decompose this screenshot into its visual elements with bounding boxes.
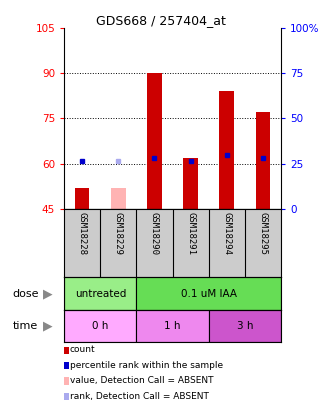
Text: value, Detection Call = ABSENT: value, Detection Call = ABSENT	[70, 376, 213, 385]
Text: dose: dose	[13, 289, 39, 298]
Text: GSM18291: GSM18291	[186, 212, 195, 255]
Bar	[147, 73, 162, 209]
Text: percentile rank within the sample: percentile rank within the sample	[70, 361, 223, 370]
Bar	[75, 188, 90, 209]
Text: time: time	[13, 321, 38, 331]
Bar	[111, 188, 126, 209]
Bar	[220, 92, 234, 209]
Bar	[64, 310, 136, 342]
Text: GDS668 / 257404_at: GDS668 / 257404_at	[96, 14, 225, 27]
Text: GSM18228: GSM18228	[78, 212, 87, 255]
Text: 1 h: 1 h	[164, 321, 181, 331]
Text: GSM18290: GSM18290	[150, 212, 159, 255]
Bar	[256, 113, 270, 209]
Bar	[209, 310, 281, 342]
Text: GSM18295: GSM18295	[258, 212, 267, 255]
Text: ▶: ▶	[43, 320, 53, 333]
Bar	[183, 158, 198, 209]
Text: 0 h: 0 h	[92, 321, 108, 331]
Bar	[136, 277, 281, 310]
Text: count: count	[70, 345, 96, 354]
Text: 0.1 uM IAA: 0.1 uM IAA	[181, 289, 237, 298]
Bar	[64, 277, 136, 310]
Text: GSM18294: GSM18294	[222, 212, 231, 255]
Bar	[136, 310, 209, 342]
Text: GSM18229: GSM18229	[114, 212, 123, 255]
Text: ▶: ▶	[43, 287, 53, 300]
Text: untreated: untreated	[74, 289, 126, 298]
Text: 3 h: 3 h	[237, 321, 253, 331]
Text: rank, Detection Call = ABSENT: rank, Detection Call = ABSENT	[70, 392, 209, 401]
